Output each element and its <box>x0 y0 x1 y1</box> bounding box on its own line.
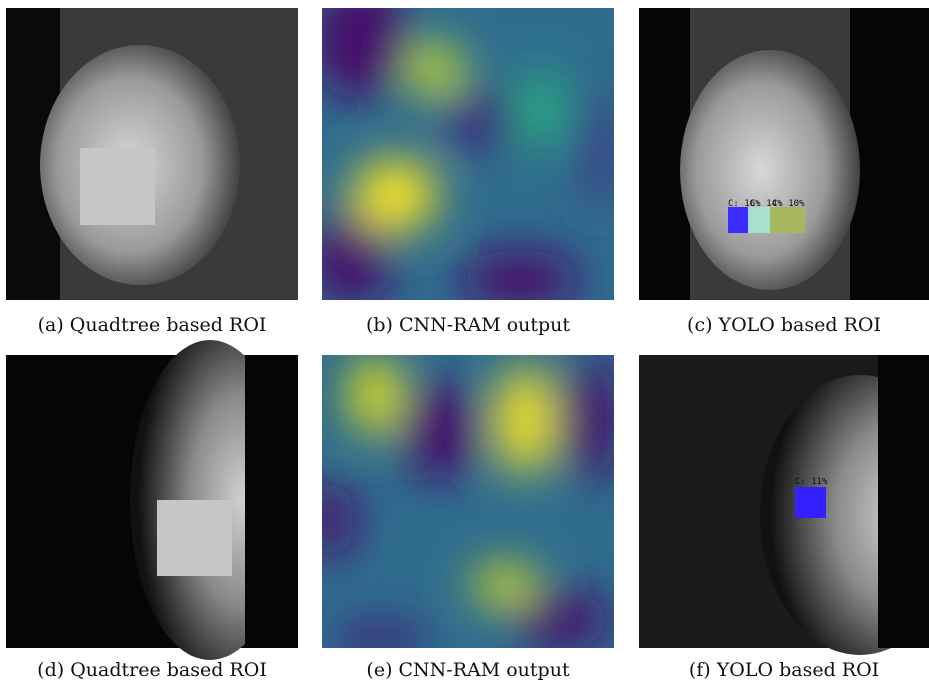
panel-c: C: 16% C: 14% C: 10% <box>639 8 929 300</box>
panel-a <box>6 8 298 300</box>
panel-e <box>305 355 620 660</box>
detection-label: C: 10% <box>772 199 805 209</box>
caption: (d) Quadtree based ROI <box>37 659 267 681</box>
page: (a) Quadtree based ROI (b) CNN-RAM outpu… <box>0 0 929 685</box>
panel-d <box>6 340 298 660</box>
figure: (a) Quadtree based ROI (b) CNN-RAM outpu… <box>0 0 929 685</box>
panel-b <box>310 0 620 310</box>
caption: (f) YOLO based ROI <box>689 659 879 681</box>
caption: (e) CNN-RAM output <box>366 659 570 681</box>
caption: (b) CNN-RAM output <box>366 314 570 336</box>
detection-label: C: 11% <box>795 477 828 487</box>
caption: (a) Quadtree based ROI <box>38 314 267 336</box>
panel-f: C: 11% <box>639 355 929 655</box>
caption: (c) YOLO based ROI <box>687 314 881 336</box>
